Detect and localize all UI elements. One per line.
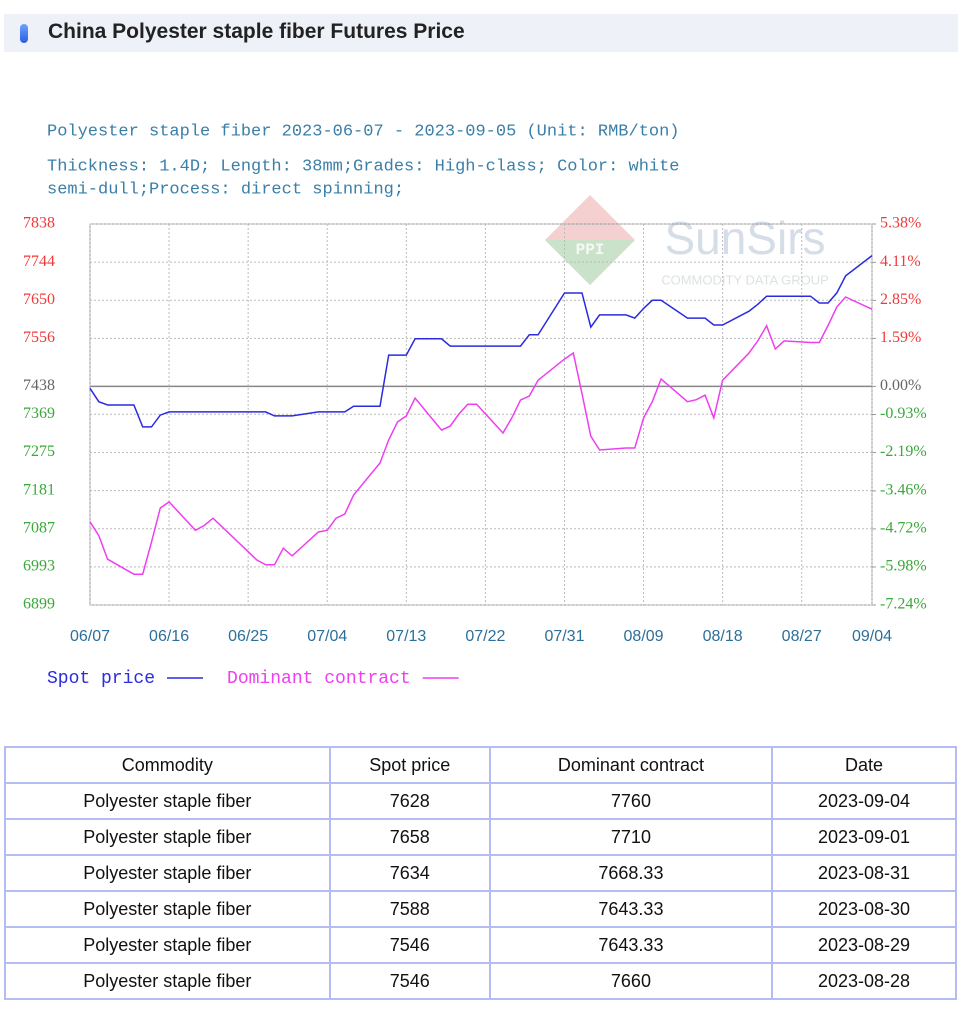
- legend-label: Dominant contract: [227, 669, 411, 689]
- table-cell: 7546: [328, 926, 491, 964]
- y2-tick-label: 4.11%: [880, 253, 921, 270]
- legend-label: Spot price: [47, 669, 155, 689]
- table-cell: 7643.33: [488, 890, 773, 928]
- table-row: Polyester staple fiber 7658 7710 2023-09-01: [4, 818, 958, 856]
- table-cell: Polyester staple fiber: [4, 926, 331, 964]
- y-tick-label: 7181: [23, 481, 55, 498]
- x-tick-label: 06/16: [149, 628, 189, 645]
- y2-tick-label: -4.72%: [880, 520, 927, 537]
- y-tick-label: 7556: [23, 329, 55, 346]
- table-cell: 7546: [328, 962, 491, 1000]
- table-cell: 7660: [488, 962, 773, 1000]
- price-table: Commodity Spot price Dominant contract Date…: [4, 746, 958, 1000]
- watermark-logo: [545, 195, 635, 285]
- table-cell: 7628: [328, 782, 491, 820]
- y2-tick-label: 5.38%: [880, 215, 921, 232]
- watermark: COMMODITY DATA GROUP: [661, 272, 829, 287]
- y-tick-label: 7838: [23, 215, 55, 232]
- y2-tick-label: -0.93%: [880, 405, 927, 422]
- series-line: [89, 296, 873, 575]
- y2-tick-label: -5.98%: [880, 558, 927, 575]
- table-cell: 2023-08-30: [770, 890, 958, 928]
- y2-tick-label: -3.46%: [880, 482, 927, 499]
- table-row: Polyester staple fiber 7628 7760 2023-09-04: [4, 782, 958, 820]
- table-cell: Polyester staple fiber: [4, 818, 331, 856]
- y2-tick-label: 1.59%: [880, 329, 921, 346]
- y2-tick-label: -7.24%: [880, 596, 927, 613]
- y-tick-label: 6993: [23, 558, 55, 575]
- table-cell: 7668.33: [488, 854, 773, 892]
- chart-subtitle: semi-dull;Process: direct spinning;: [47, 180, 404, 199]
- y2-tick-label: 0.00%: [880, 377, 921, 394]
- table-cell: Polyester staple fiber: [4, 854, 331, 892]
- chart-subtitle: Thickness: 1.4D; Length: 38mm;Grades: Hi…: [47, 157, 680, 176]
- x-tick-label: 06/25: [228, 628, 268, 645]
- y2-tick-label: -2.19%: [880, 443, 927, 460]
- table-cell: 2023-08-28: [770, 962, 958, 1000]
- table-row: Polyester staple fiber 7546 7643.33 2023-08…: [4, 926, 958, 964]
- x-tick-label: 08/27: [782, 628, 822, 645]
- y-tick-label: 7650: [23, 291, 55, 308]
- y-tick-label: 7369: [23, 405, 55, 422]
- table-cell: Polyester staple fiber: [4, 962, 331, 1000]
- chart-title: Polyester staple fiber 2023-06-07 - 2023…: [47, 122, 680, 141]
- column-header: Commodity: [4, 746, 331, 784]
- table-cell: 2023-09-04: [770, 782, 958, 820]
- x-tick-label: 08/09: [624, 628, 664, 645]
- table-cell: 7658: [328, 818, 491, 856]
- y-tick-label: 7087: [23, 519, 55, 536]
- table-row: Polyester staple fiber 7634 7668.33 2023-08…: [4, 854, 958, 892]
- y-tick-label: 7275: [23, 443, 55, 460]
- y-tick-label: 7744: [23, 253, 55, 270]
- x-tick-label: 09/04: [852, 628, 892, 645]
- table-row: Polyester staple fiber 7546 7660 2023-08-28: [4, 962, 958, 1000]
- y-tick-label: 7438: [23, 377, 55, 394]
- header-icon: [20, 24, 28, 43]
- chart: PPI SunSirs COMMODITY DATA GROUP Polyester …: [23, 122, 927, 689]
- x-tick-label: 06/07: [70, 628, 110, 645]
- table-cell: 7710: [488, 818, 773, 856]
- table-cell: Polyester staple fiber: [4, 782, 331, 820]
- x-tick-label: 07/22: [465, 628, 505, 645]
- column-header: Dominant contract: [488, 746, 773, 784]
- x-tick-label: 08/18: [703, 628, 743, 645]
- table-cell: 2023-08-29: [770, 926, 958, 964]
- table-cell: 2023-08-31: [770, 854, 958, 892]
- x-tick-label: 07/04: [307, 628, 347, 645]
- y-tick-label: 6899: [23, 596, 55, 613]
- watermark: SunSirs: [664, 212, 825, 264]
- y2-tick-label: 2.85%: [880, 291, 921, 308]
- table-cell: 2023-09-01: [770, 818, 958, 856]
- table-cell: 7760: [488, 782, 773, 820]
- header-title: China Polyester staple fiber Futures Pri…: [48, 20, 465, 43]
- table-cell: 7643.33: [488, 926, 773, 964]
- table-cell: 7634: [328, 854, 491, 892]
- column-header: Spot price: [328, 746, 491, 784]
- x-tick-label: 07/31: [544, 628, 584, 645]
- table-cell: 7588: [328, 890, 491, 928]
- series-line: [89, 255, 873, 428]
- header: China Polyester staple fiber Futures Pri…: [4, 14, 958, 52]
- table-row: Polyester staple fiber 7588 7643.33 2023-08…: [4, 890, 958, 928]
- table-cell: Polyester staple fiber: [4, 890, 331, 928]
- x-tick-label: 07/13: [386, 628, 426, 645]
- watermark: PPI: [576, 241, 605, 259]
- column-header: Date: [770, 746, 958, 784]
